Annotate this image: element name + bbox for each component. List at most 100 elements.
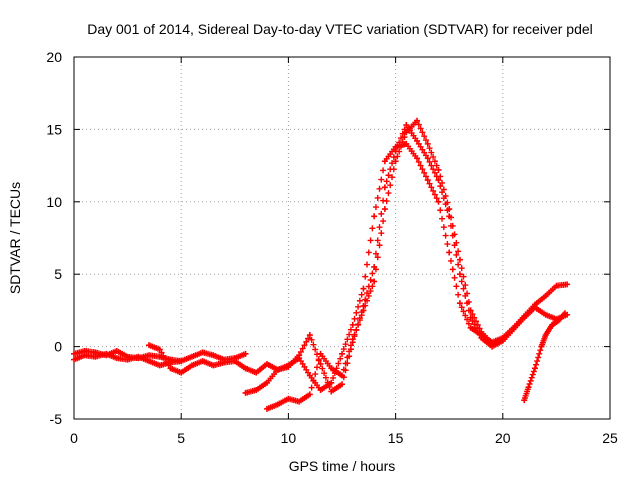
marker-interp — [347, 342, 354, 349]
marker-interp — [385, 190, 392, 197]
data-point — [446, 249, 453, 256]
marker-interp — [351, 315, 358, 322]
data-point — [156, 346, 163, 353]
marker-interp — [303, 338, 310, 345]
marker-interp — [534, 358, 541, 365]
marker-interp — [390, 154, 397, 161]
data-point — [414, 155, 421, 162]
marker-interp — [308, 384, 315, 391]
data-point — [446, 206, 453, 213]
marker-interp — [453, 239, 460, 246]
marker-interp — [297, 348, 304, 355]
marker-interp — [376, 224, 383, 231]
marker-interp — [431, 158, 438, 165]
series-arc-d — [242, 122, 571, 396]
marker-interp — [462, 282, 469, 289]
marker-interp — [426, 180, 433, 187]
data-point — [360, 307, 367, 314]
y-tick-label: 0 — [54, 339, 62, 355]
marker-interp — [535, 354, 542, 361]
plot-frame — [73, 56, 611, 420]
marker-interp — [374, 254, 381, 261]
marker-interp — [455, 261, 462, 268]
marker-interp — [415, 121, 422, 128]
marker-interp — [367, 276, 374, 283]
marker-interp — [313, 364, 320, 371]
marker-interp — [299, 345, 306, 352]
marker-interp — [380, 167, 387, 174]
data-point — [456, 256, 463, 263]
data-point — [525, 384, 532, 391]
marker-interp — [378, 210, 385, 217]
marker-interp — [428, 162, 435, 169]
marker-interp — [372, 266, 379, 273]
data-point — [371, 278, 378, 285]
marker-interp — [312, 346, 319, 353]
marker-interp — [362, 302, 369, 309]
axis-ticks — [73, 56, 611, 420]
marker-interp — [365, 292, 372, 299]
marker-interp — [440, 224, 447, 231]
data-point — [531, 365, 538, 372]
marker-interp — [447, 257, 454, 264]
marker-interp — [431, 169, 438, 176]
marker-interp — [387, 182, 394, 189]
data-point — [499, 336, 506, 343]
chart-title: Day 001 of 2014, Sidereal Day-to-day VTE… — [87, 21, 593, 37]
data-point — [371, 213, 378, 220]
marker-interp — [340, 366, 347, 373]
data-point — [339, 381, 345, 388]
marker-interp — [162, 355, 169, 362]
data-point — [414, 117, 421, 124]
marker-interp — [355, 321, 362, 328]
marker-interp — [315, 357, 322, 364]
x-tick-label: 10 — [281, 430, 297, 446]
marker-interp — [367, 237, 374, 244]
marker-interp — [417, 125, 424, 132]
marker-interp — [455, 291, 462, 298]
marker-interp — [421, 169, 428, 176]
marker-interp — [419, 129, 426, 136]
series-arc-e — [263, 117, 506, 412]
marker-interp — [376, 242, 383, 249]
marker-interp — [529, 371, 536, 378]
x-axis-label: GPS time / hours — [289, 458, 396, 474]
marker-interp — [356, 297, 363, 304]
marker-interp — [442, 193, 449, 200]
marker-interp — [163, 359, 170, 366]
marker-interp — [451, 274, 458, 281]
marker-interp — [305, 335, 312, 342]
data-point — [360, 285, 367, 292]
marker-interp — [362, 273, 369, 280]
marker-interp — [401, 134, 408, 141]
marker-interp — [374, 237, 381, 244]
y-tick-label: 15 — [46, 121, 62, 137]
marker-interp — [426, 145, 433, 152]
marker-interp — [364, 297, 371, 304]
marker-interp — [437, 173, 444, 180]
data-point — [242, 350, 249, 357]
data-markers — [71, 117, 571, 412]
marker-interp — [326, 383, 333, 390]
marker-interp — [433, 195, 440, 202]
marker-interp — [447, 214, 454, 221]
marker-interp — [353, 326, 360, 333]
data-point — [306, 391, 313, 398]
marker-interp — [471, 314, 478, 321]
marker-interp — [428, 184, 435, 191]
marker-interp — [378, 230, 385, 237]
data-point — [317, 360, 324, 367]
marker-interp — [460, 273, 467, 280]
marker-interp — [397, 143, 404, 150]
marker-interp — [342, 360, 349, 367]
marker-interp — [453, 283, 460, 290]
marker-interp — [458, 304, 465, 311]
data-point — [349, 321, 356, 328]
marker-interp — [451, 231, 458, 238]
marker-interp — [439, 179, 446, 186]
marker-interp — [369, 225, 376, 232]
marker-interp — [378, 176, 385, 183]
marker-interp — [160, 352, 167, 359]
marker-interp — [530, 368, 537, 375]
marker-interp — [340, 346, 347, 353]
